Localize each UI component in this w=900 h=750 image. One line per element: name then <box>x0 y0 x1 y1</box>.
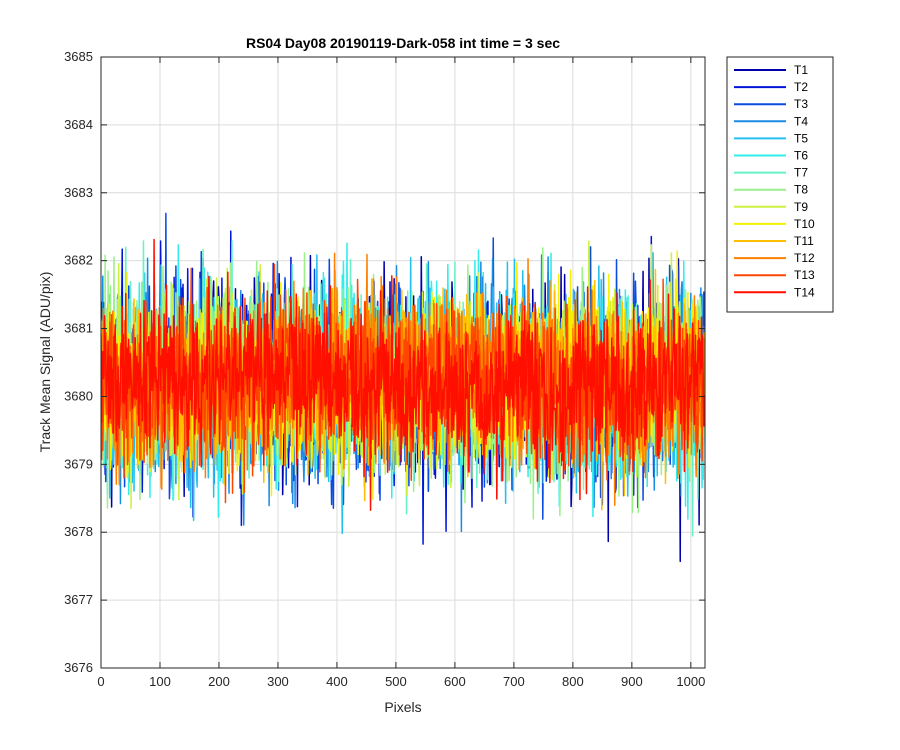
x-tick-label: 300 <box>267 674 289 689</box>
legend-label: T6 <box>794 149 808 163</box>
legend-label: T1 <box>794 63 808 77</box>
legend-label: T10 <box>794 217 815 231</box>
legend-label: T14 <box>794 285 815 299</box>
y-tick-label: 3676 <box>64 660 93 675</box>
series-group <box>101 212 705 563</box>
x-tick-label: 700 <box>503 674 525 689</box>
x-tick-label: 500 <box>385 674 407 689</box>
legend-label: T3 <box>794 97 808 111</box>
series-line-t14 <box>101 238 705 512</box>
legend-label: T13 <box>794 268 815 282</box>
y-tick-label: 3678 <box>64 524 93 539</box>
y-tick-label: 3677 <box>64 592 93 607</box>
legend-label: T12 <box>794 251 815 265</box>
y-tick-label: 3684 <box>64 117 93 132</box>
legend-label: T5 <box>794 131 808 145</box>
y-tick-label: 3682 <box>64 253 93 268</box>
y-tick-label: 3680 <box>64 388 93 403</box>
x-tick-label: 0 <box>97 674 104 689</box>
legend-box <box>726 56 834 313</box>
x-axis-label: Pixels <box>384 699 421 715</box>
x-tick-label: 200 <box>208 674 230 689</box>
legend: T1 T2 T3 T4 T5 T6 T7 T8 T9 T10 T11 T12 T13 T14 <box>726 56 834 313</box>
y-tick-label: 3679 <box>64 456 93 471</box>
axis-ticks: 0 100 200 300 400 500 600 700 800 900 1000 3676 3677… <box>64 49 705 689</box>
legend-label: T11 <box>794 234 814 248</box>
plot-frame <box>100 56 706 669</box>
y-tick-label: 3681 <box>64 321 93 336</box>
x-tick-label: 800 <box>562 674 584 689</box>
x-tick-label: 900 <box>621 674 643 689</box>
y-axis-label: Track Mean Signal (ADU/pix) <box>37 272 53 453</box>
x-tick-label: 1000 <box>676 674 705 689</box>
legend-label: T2 <box>794 80 808 94</box>
legend-label: T8 <box>794 183 808 197</box>
chart-title: RS04 Day08 20190119-Dark-058 int time = … <box>246 35 560 51</box>
legend-label: T4 <box>794 114 808 128</box>
legend-label: T9 <box>794 200 808 214</box>
y-tick-label: 3683 <box>64 185 93 200</box>
legend-label: T7 <box>794 166 808 180</box>
x-tick-label: 400 <box>326 674 348 689</box>
x-tick-label: 600 <box>444 674 466 689</box>
x-tick-label: 100 <box>149 674 171 689</box>
y-tick-label: 3685 <box>64 49 93 64</box>
